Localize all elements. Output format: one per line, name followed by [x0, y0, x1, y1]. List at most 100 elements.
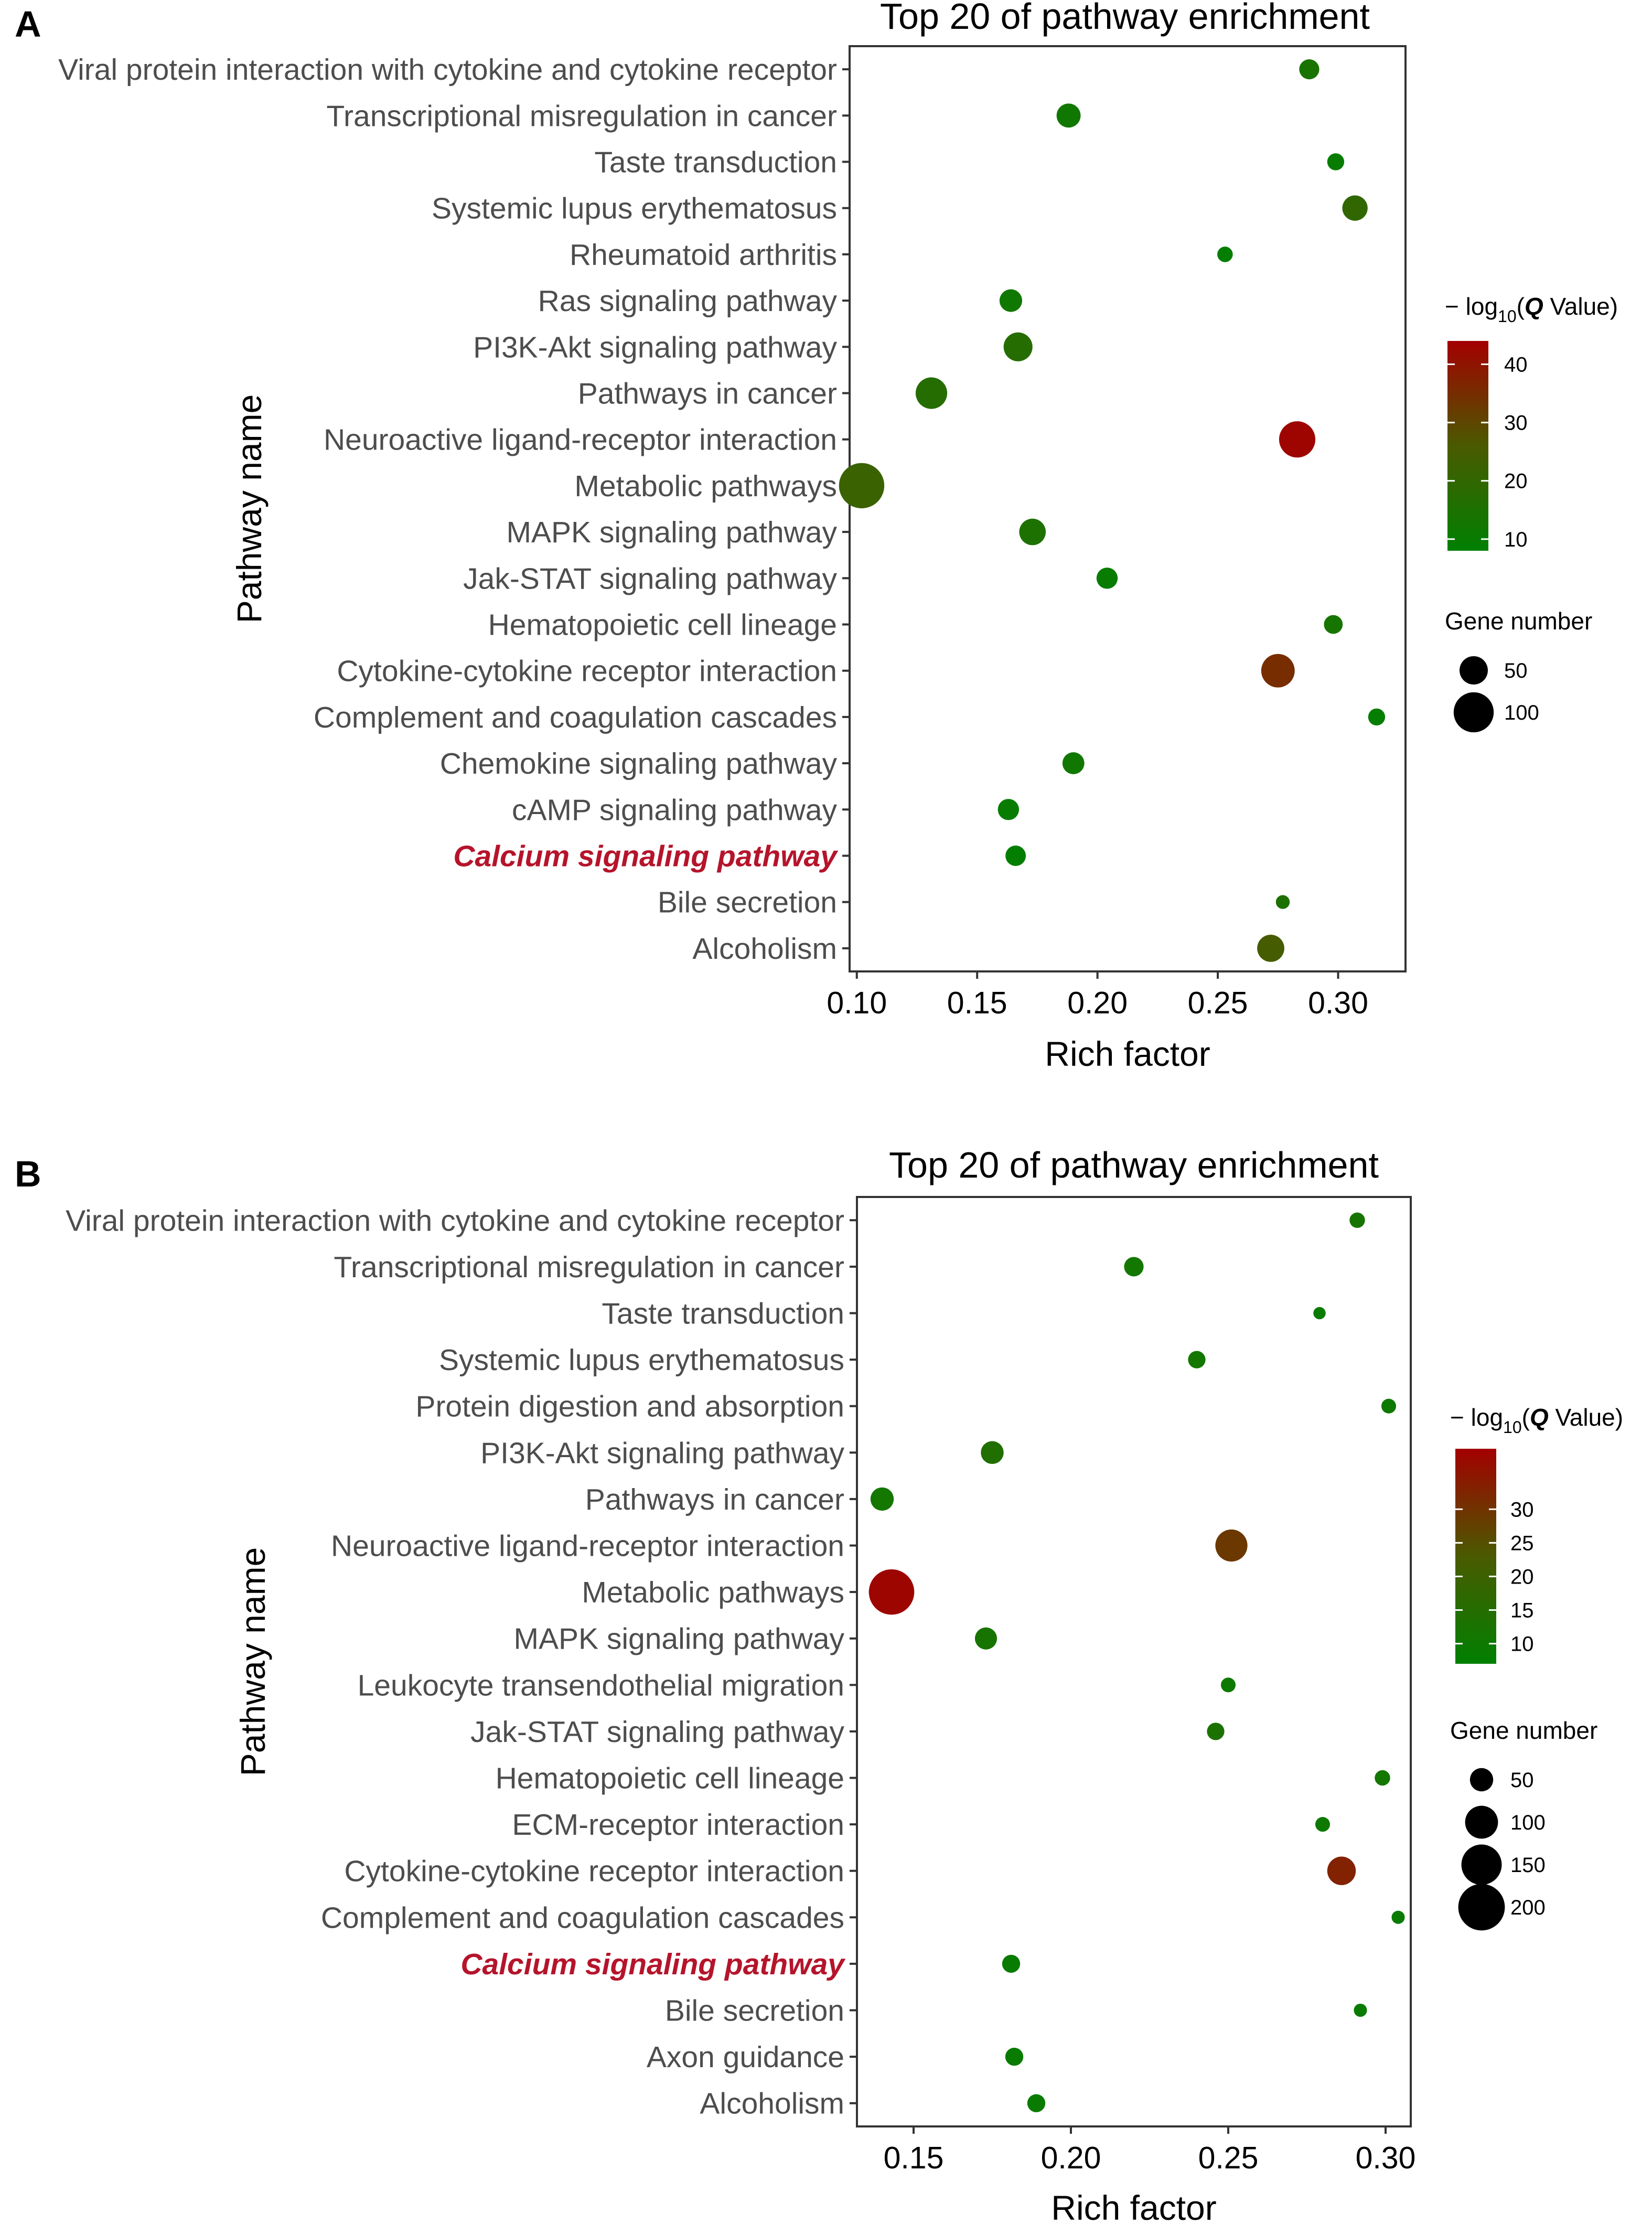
colorbar-label: 40: [1504, 353, 1528, 376]
colorbar: [1455, 1449, 1496, 1664]
data-point: [1124, 1257, 1144, 1277]
data-point: [1188, 1351, 1206, 1368]
data-points: [839, 59, 1386, 962]
y-tick-label: Complement and coagulation cascades: [321, 1901, 844, 1934]
size-legend-circle: [1453, 692, 1494, 733]
size-legend-label: 200: [1510, 1896, 1546, 1919]
data-point: [839, 463, 885, 509]
size-legend-title: Gene number: [1450, 1717, 1597, 1744]
y-tick-label: Jak-STAT signaling pathway: [463, 562, 837, 595]
y-tick-label: Alcoholism: [700, 2087, 844, 2121]
data-point: [1002, 1954, 1021, 1973]
y-tick-label: cAMP signaling pathway: [512, 793, 837, 827]
data-point: [974, 1627, 997, 1650]
color-legend-prefix: − log: [1445, 293, 1498, 320]
y-tick-label: Viral protein interaction with cytokine …: [66, 1204, 844, 1237]
data-point: [868, 1569, 915, 1615]
y-tick-label: Alcoholism: [692, 932, 837, 966]
y-tick-label: MAPK signaling pathway: [506, 516, 837, 549]
x-tick-label: 0.15: [947, 986, 1007, 1020]
data-point: [1019, 518, 1046, 546]
y-axis-labels: Viral protein interaction with cytokine …: [58, 53, 850, 966]
y-tick-label: Complement and coagulation cascades: [314, 701, 837, 734]
y-tick-label: Cytokine-cytokine receptor interaction: [344, 1855, 844, 1888]
y-tick-label: Rheumatoid arthritis: [570, 238, 837, 272]
y-tick-label: Pathways in cancer: [578, 377, 837, 411]
y-tick-label: Transcriptional misregulation in cancer: [334, 1250, 844, 1284]
size-legend-label: 100: [1510, 1811, 1546, 1834]
data-point: [1354, 2003, 1367, 2017]
panel-b: B Top 20 of pathway enrichment Viral prote…: [15, 1145, 1623, 2224]
x-axis-labels: 0.15 0.20 0.25 0.30: [884, 2126, 1416, 2175]
x-tick-label: 0.10: [827, 986, 887, 1020]
data-point: [1003, 332, 1033, 361]
y-tick-label: Cytokine-cytokine receptor interaction: [337, 655, 837, 688]
x-axis-title: Rich factor: [1051, 2188, 1216, 2224]
y-tick-label: Pathways in cancer: [585, 1483, 844, 1516]
panel-letter: A: [15, 4, 41, 45]
data-point: [1275, 895, 1290, 909]
colorbar-label: 20: [1510, 1565, 1534, 1588]
color-legend-suffix: Value): [1543, 293, 1618, 320]
data-point: [1005, 2047, 1024, 2066]
data-point: [1327, 1856, 1356, 1885]
y-tick-label: ECM-receptor interaction: [512, 1808, 844, 1842]
size-legend-circle: [1460, 656, 1488, 685]
plot-frame: [849, 45, 1407, 972]
x-tick-label: 0.25: [1188, 986, 1248, 1020]
data-point: [1368, 708, 1386, 726]
y-tick-label: Systemic lupus erythematosus: [432, 192, 837, 226]
colorbar-label: 30: [1504, 412, 1528, 435]
x-tick-label: 0.20: [1067, 986, 1128, 1020]
panel-letter: B: [15, 1153, 41, 1194]
data-point: [1315, 1817, 1331, 1832]
data-points: [868, 1212, 1405, 2112]
size-legend-label: 150: [1510, 1854, 1546, 1877]
x-axis-labels: 0.10 0.15 0.20 0.25 0.30: [827, 971, 1368, 1020]
y-tick-label: Jak-STAT signaling pathway: [470, 1715, 844, 1749]
data-point: [1327, 153, 1345, 170]
color-legend-title: − log10(Q Value): [1450, 1404, 1623, 1437]
y-tick-label: Ras signaling pathway: [538, 284, 838, 318]
y-tick-label: Transcriptional misregulation in cancer: [326, 99, 837, 133]
y-tick-label: Protein digestion and absorption: [415, 1390, 844, 1424]
colorbar-label: 15: [1510, 1599, 1534, 1622]
color-legend-paren: (: [1522, 1404, 1530, 1431]
data-point: [1375, 1770, 1390, 1786]
data-point: [870, 1487, 894, 1511]
y-tick-label: PI3K-Akt signaling pathway: [480, 1436, 844, 1470]
color-legend-suffix: Value): [1549, 1404, 1623, 1431]
colorbar-label: 20: [1504, 470, 1528, 493]
color-legend-subscript: 10: [1498, 307, 1517, 326]
data-point: [1261, 654, 1295, 688]
colorbar-label: 25: [1510, 1532, 1534, 1555]
y-tick-label: PI3K-Akt signaling pathway: [473, 330, 837, 364]
size-legend-circle: [1458, 1884, 1505, 1931]
color-legend-title: − log10(Q Value): [1445, 293, 1618, 326]
data-point: [999, 289, 1023, 312]
colorbar-label: 10: [1510, 1633, 1534, 1656]
data-point: [915, 377, 948, 409]
x-tick-label: 0.30: [1356, 2141, 1416, 2175]
data-point: [1005, 846, 1026, 866]
y-tick-label: Metabolic pathways: [574, 469, 837, 503]
legend: − log10(Q Value) 10 15 20 25 30 Gene number 50 1…: [1450, 1404, 1623, 1931]
data-point: [1313, 1307, 1326, 1320]
size-legend-label: 50: [1510, 1769, 1534, 1792]
y-tick-label: Calcium signaling pathway: [460, 1948, 846, 1981]
data-point: [1299, 59, 1320, 80]
x-axis-title: Rich factor: [1045, 1034, 1210, 1073]
y-tick-label: Metabolic pathways: [582, 1576, 844, 1609]
y-tick-label: Chemokine signaling pathway: [440, 747, 838, 780]
y-tick-label: Bile secretion: [658, 886, 837, 919]
y-tick-label: Leukocyte transendothelial migration: [358, 1669, 844, 1702]
chart-title: Top 20 of pathway enrichment: [880, 0, 1370, 37]
color-legend-paren: (: [1517, 293, 1525, 320]
colorbar-label: 30: [1510, 1498, 1534, 1521]
data-point: [981, 1441, 1004, 1464]
y-tick-label: Hematopoietic cell lineage: [496, 1762, 844, 1795]
panel-a: A Top 20 of pathway enrichment Viral prote…: [15, 0, 1618, 1073]
data-point: [1062, 752, 1085, 775]
